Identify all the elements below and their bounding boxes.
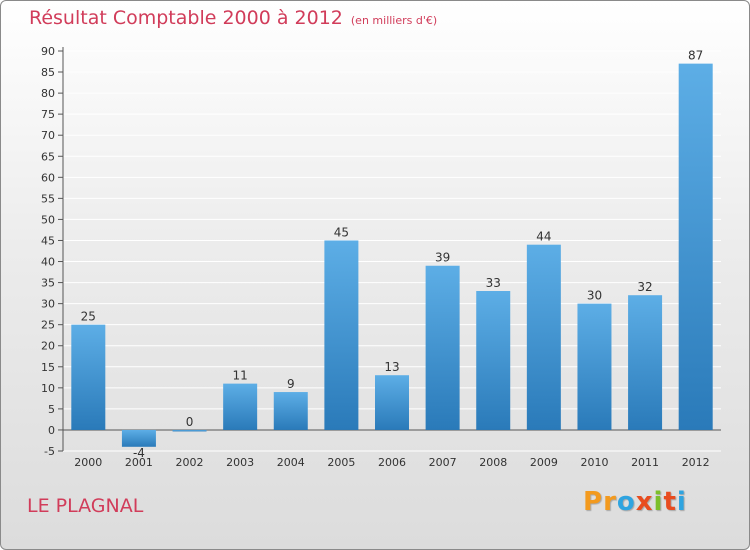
x-tick-label-2004: 2004 bbox=[277, 456, 305, 469]
x-tick-label-2001: 2001 bbox=[125, 456, 153, 469]
y-tick-label: 40 bbox=[41, 256, 55, 269]
y-tick-label: 30 bbox=[41, 298, 55, 311]
y-tick-label: 75 bbox=[41, 108, 55, 121]
y-tick-label: 55 bbox=[41, 192, 55, 205]
bar-2011 bbox=[628, 295, 663, 430]
chart-title-text: Résultat Comptable 2000 à 2012 bbox=[29, 7, 343, 29]
x-tick-label-2009: 2009 bbox=[530, 456, 558, 469]
data-label-2000: 25 bbox=[81, 310, 96, 324]
chart-subtitle: (en milliers d'€) bbox=[350, 14, 438, 27]
y-tick-label: 20 bbox=[41, 340, 55, 353]
y-tick-label: -5 bbox=[44, 445, 55, 458]
y-tick-label: 85 bbox=[41, 66, 55, 79]
x-tick-label-2008: 2008 bbox=[479, 456, 507, 469]
y-tick-label: 65 bbox=[41, 150, 55, 163]
bar-2003 bbox=[223, 383, 258, 430]
y-tick-label: 50 bbox=[41, 213, 55, 226]
bar-2000 bbox=[71, 324, 106, 430]
logo-letter: i bbox=[653, 487, 664, 517]
bar-2005 bbox=[324, 240, 359, 430]
data-label-2011: 32 bbox=[637, 280, 652, 294]
bar-2009 bbox=[526, 244, 561, 430]
bar-2006 bbox=[375, 375, 409, 430]
logo-letter: x bbox=[635, 487, 654, 517]
logo-letter: r bbox=[603, 487, 617, 517]
bar-2002 bbox=[172, 429, 207, 432]
x-tick-labels: 2000 2001 2002 2003 2004 2005 2006 2007 2008 2009… bbox=[74, 456, 709, 469]
y-tick-label: 45 bbox=[41, 234, 55, 247]
x-tick-label-2005: 2005 bbox=[327, 456, 355, 469]
y-tick-label: 80 bbox=[41, 87, 55, 100]
data-label-2008: 33 bbox=[486, 276, 501, 290]
x-tick-label-2000: 2000 bbox=[74, 456, 102, 469]
logo-letter: t bbox=[663, 487, 677, 517]
y-tick-label: 60 bbox=[41, 171, 55, 184]
bar-2004 bbox=[273, 392, 308, 430]
x-tick-label-2012: 2012 bbox=[682, 456, 710, 469]
y-tick-label: 70 bbox=[41, 129, 55, 142]
bar-2008 bbox=[476, 291, 511, 430]
x-tick-label-2006: 2006 bbox=[378, 456, 406, 469]
chart-title: Résultat Comptable 2000 à 2012 (en millie… bbox=[29, 7, 437, 29]
y-tick-labels: -5 0 5 10 15 20 25 30 35 40 45 50 55 60 65 70 75 80 85 90 bbox=[41, 45, 55, 458]
bar-2012 bbox=[678, 63, 713, 430]
y-tick-label: 5 bbox=[48, 403, 55, 416]
y-tick-label: 10 bbox=[41, 382, 55, 395]
data-label-2003: 11 bbox=[233, 369, 248, 383]
bars bbox=[71, 63, 713, 447]
data-label-2004: 9 bbox=[287, 377, 295, 391]
data-labels: 25 -4 0 11 9 45 13 39 33 44 30 32 87 bbox=[81, 49, 704, 460]
bar-2007 bbox=[425, 265, 460, 430]
y-tick-label: 0 bbox=[48, 424, 55, 437]
data-label-2007: 39 bbox=[435, 251, 450, 265]
logo-letter: o bbox=[616, 487, 636, 517]
data-label-2012: 87 bbox=[688, 49, 703, 63]
data-label-2009: 44 bbox=[536, 230, 551, 244]
data-label-2005: 45 bbox=[334, 225, 349, 239]
y-tick-label: 25 bbox=[41, 319, 55, 332]
y-tick-label: 35 bbox=[41, 277, 55, 290]
logo-letter: i bbox=[676, 487, 687, 517]
commune-name: LE PLAGNAL bbox=[27, 495, 144, 517]
bar-2001 bbox=[121, 429, 156, 447]
x-tick-label-2010: 2010 bbox=[580, 456, 608, 469]
data-label-2010: 30 bbox=[587, 289, 602, 303]
logo-letter: P bbox=[583, 487, 604, 517]
data-label-2006: 13 bbox=[384, 360, 399, 374]
x-tick-label-2011: 2011 bbox=[631, 456, 659, 469]
x-tick-label-2007: 2007 bbox=[429, 456, 457, 469]
x-tick-label-2003: 2003 bbox=[226, 456, 254, 469]
y-tick-label: 15 bbox=[41, 361, 55, 374]
bar-2010 bbox=[577, 303, 612, 430]
x-tick-label-2002: 2002 bbox=[176, 456, 204, 469]
data-label-2002: 0 bbox=[186, 415, 194, 429]
proxiti-logo: Proxiti bbox=[583, 487, 687, 517]
data-label-2001: -4 bbox=[133, 446, 145, 460]
y-tick-label: 90 bbox=[41, 45, 55, 58]
